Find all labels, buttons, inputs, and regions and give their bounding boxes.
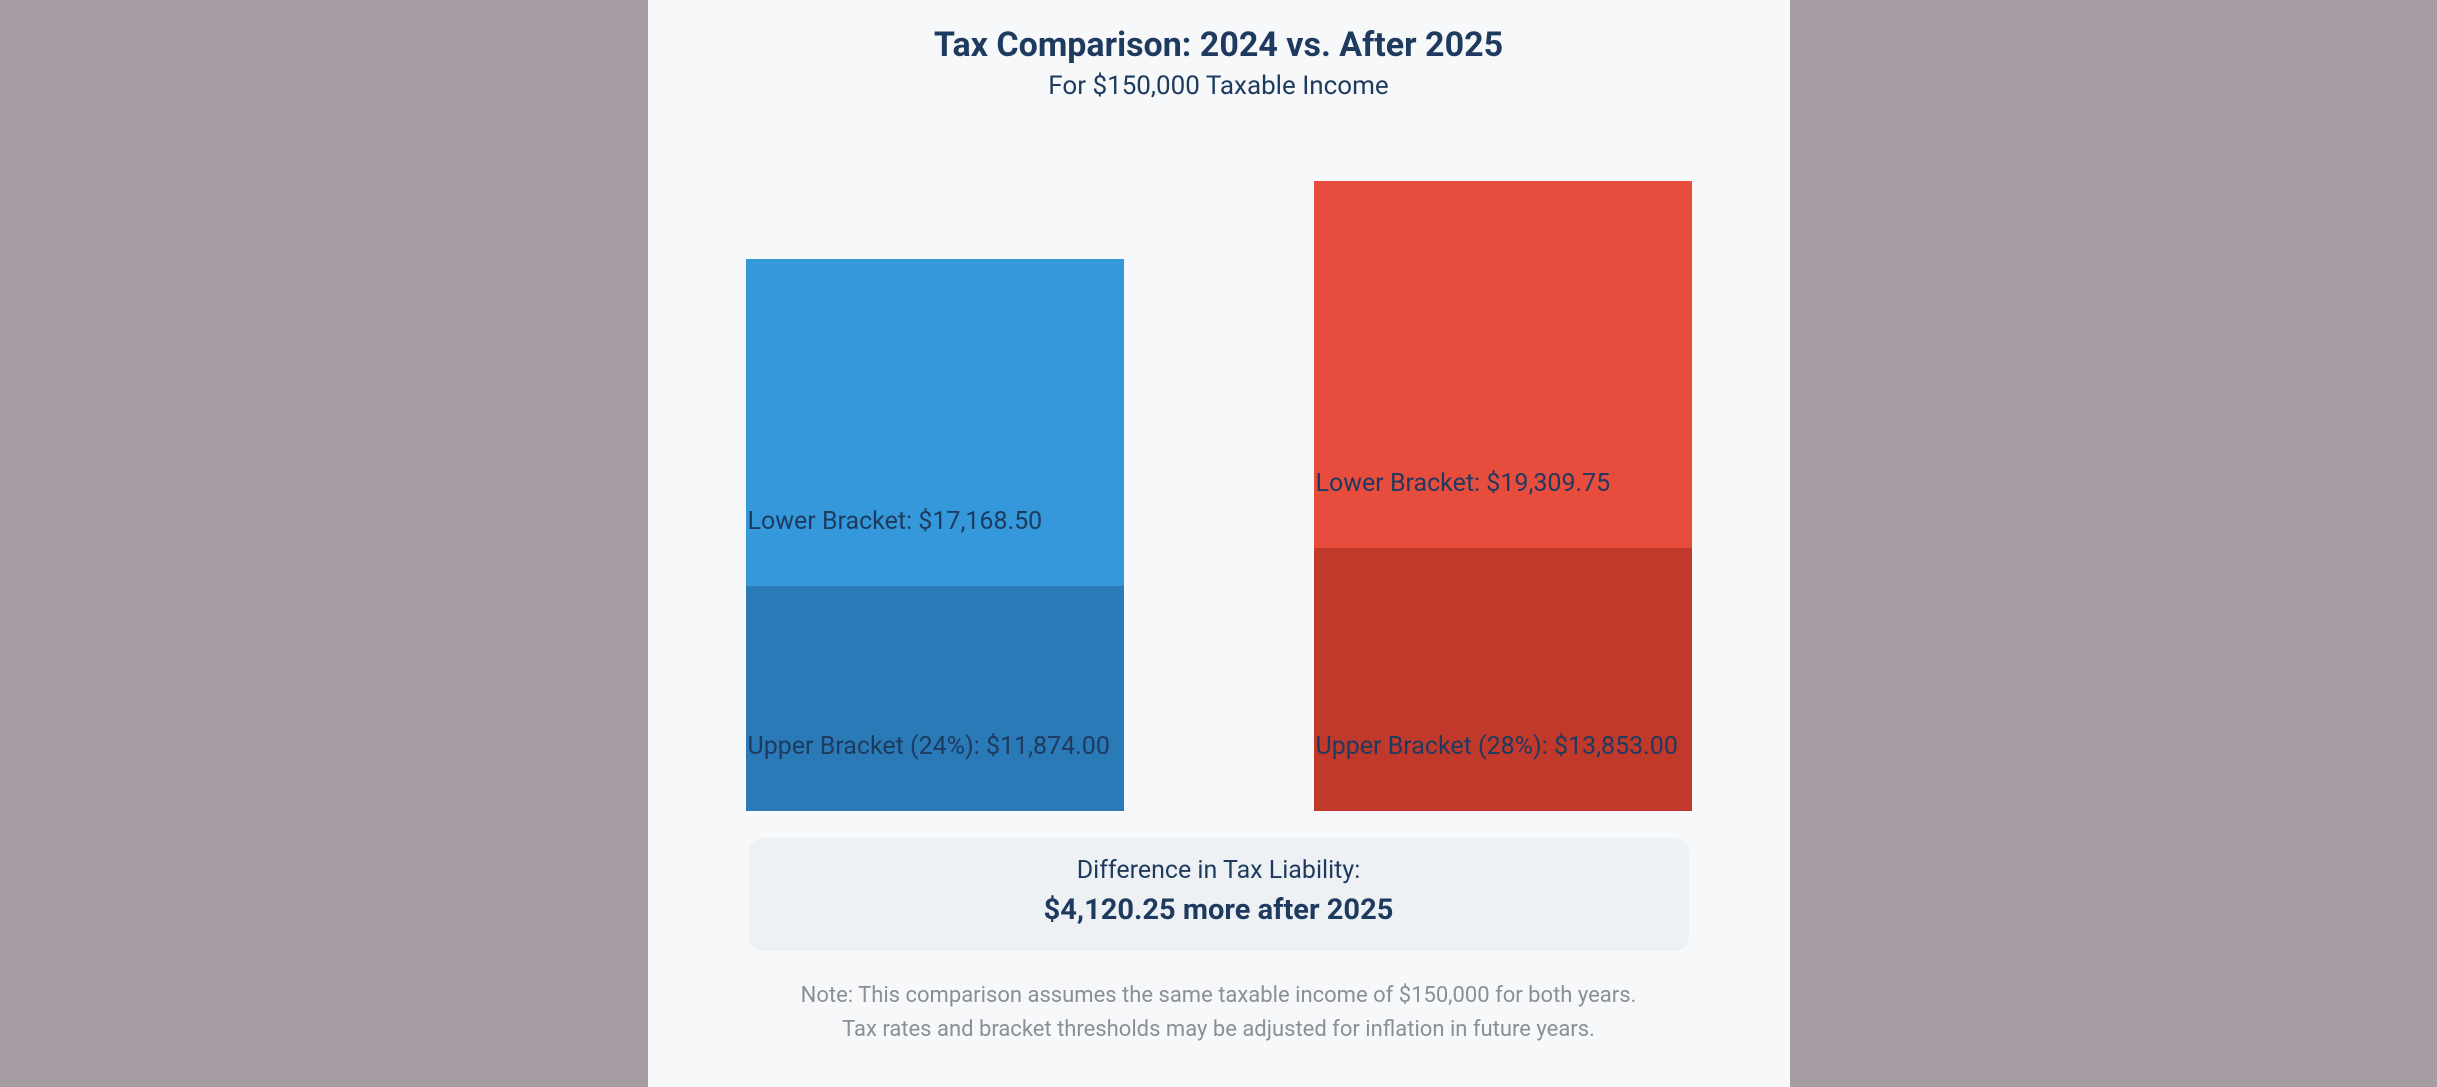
bar-segment: Lower Bracket: $17,168.50 (746, 259, 1124, 586)
bar-after-2025: Lower Bracket: $19,309.75 Upper Bracket (… (1314, 181, 1692, 811)
chart-title: Tax Comparison: 2024 vs. After 2025 (934, 25, 1503, 65)
footnote: Note: This comparison assumes the same t… (801, 979, 1637, 1047)
bar-segment: Lower Bracket: $19,309.75 (1314, 181, 1692, 548)
bar-segment: Upper Bracket (28%): $13,853.00 (1314, 548, 1692, 811)
comparison-card: Tax Comparison: 2024 vs. After 2025 For … (648, 0, 1790, 1087)
chart-area: Lower Bracket: $17,168.50 Upper Bracket (… (738, 181, 1700, 880)
bar-segment-label: Upper Bracket (28%): $13,853.00 (1314, 732, 1692, 761)
footnote-line-1: Note: This comparison assumes the same t… (801, 979, 1637, 1013)
bar-segment-label: Lower Bracket: $17,168.50 (746, 507, 1124, 536)
difference-box: Difference in Tax Liability: $4,120.25 m… (749, 838, 1689, 951)
bar-segment-label: Upper Bracket (24%): $11,874.00 (746, 732, 1124, 761)
bar-2024: Lower Bracket: $17,168.50 Upper Bracket (… (746, 259, 1124, 811)
bar-group-2024: Lower Bracket: $17,168.50 Upper Bracket (… (746, 181, 1124, 880)
bar-segment-label: Lower Bracket: $19,309.75 (1314, 469, 1692, 498)
difference-value: $4,120.25 more after 2025 (769, 893, 1669, 927)
footnote-line-2: Tax rates and bracket thresholds may be … (801, 1013, 1637, 1047)
bar-segment: Upper Bracket (24%): $11,874.00 (746, 586, 1124, 811)
difference-title: Difference in Tax Liability: (769, 856, 1669, 885)
chart-subtitle: For $150,000 Taxable Income (1048, 71, 1388, 101)
bar-group-after-2025: Lower Bracket: $19,309.75 Upper Bracket (… (1314, 181, 1692, 880)
